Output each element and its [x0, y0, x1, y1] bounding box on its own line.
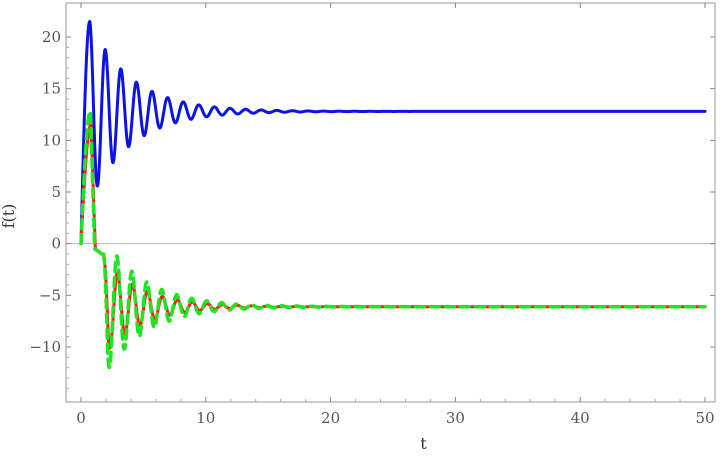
y-tick-label: −10 [29, 338, 61, 356]
x-tick-label: 0 [76, 409, 86, 427]
y-tick-label: 20 [42, 28, 61, 46]
y-tick-label: −5 [39, 286, 61, 304]
series-line-2 [79, 123, 707, 350]
x-tick-label: 40 [571, 409, 590, 427]
x-axis-label: t [420, 434, 427, 453]
x-tick-label: 20 [321, 409, 340, 427]
y-tick-label: 15 [42, 80, 61, 98]
plot-frame [65, 2, 716, 403]
series-line-1 [79, 20, 707, 246]
y-tick-label: 5 [51, 183, 61, 201]
y-axis-label: f(t) [0, 204, 18, 229]
y-tick-label: 0 [51, 235, 61, 253]
x-tick-label: 10 [196, 409, 215, 427]
x-tick-label: 30 [446, 409, 465, 427]
y-tick-label: 10 [42, 131, 61, 149]
series-line-3 [79, 109, 707, 370]
axes-frame [65, 2, 716, 403]
series-layer [79, 20, 707, 370]
x-tick-label: 50 [695, 409, 714, 427]
